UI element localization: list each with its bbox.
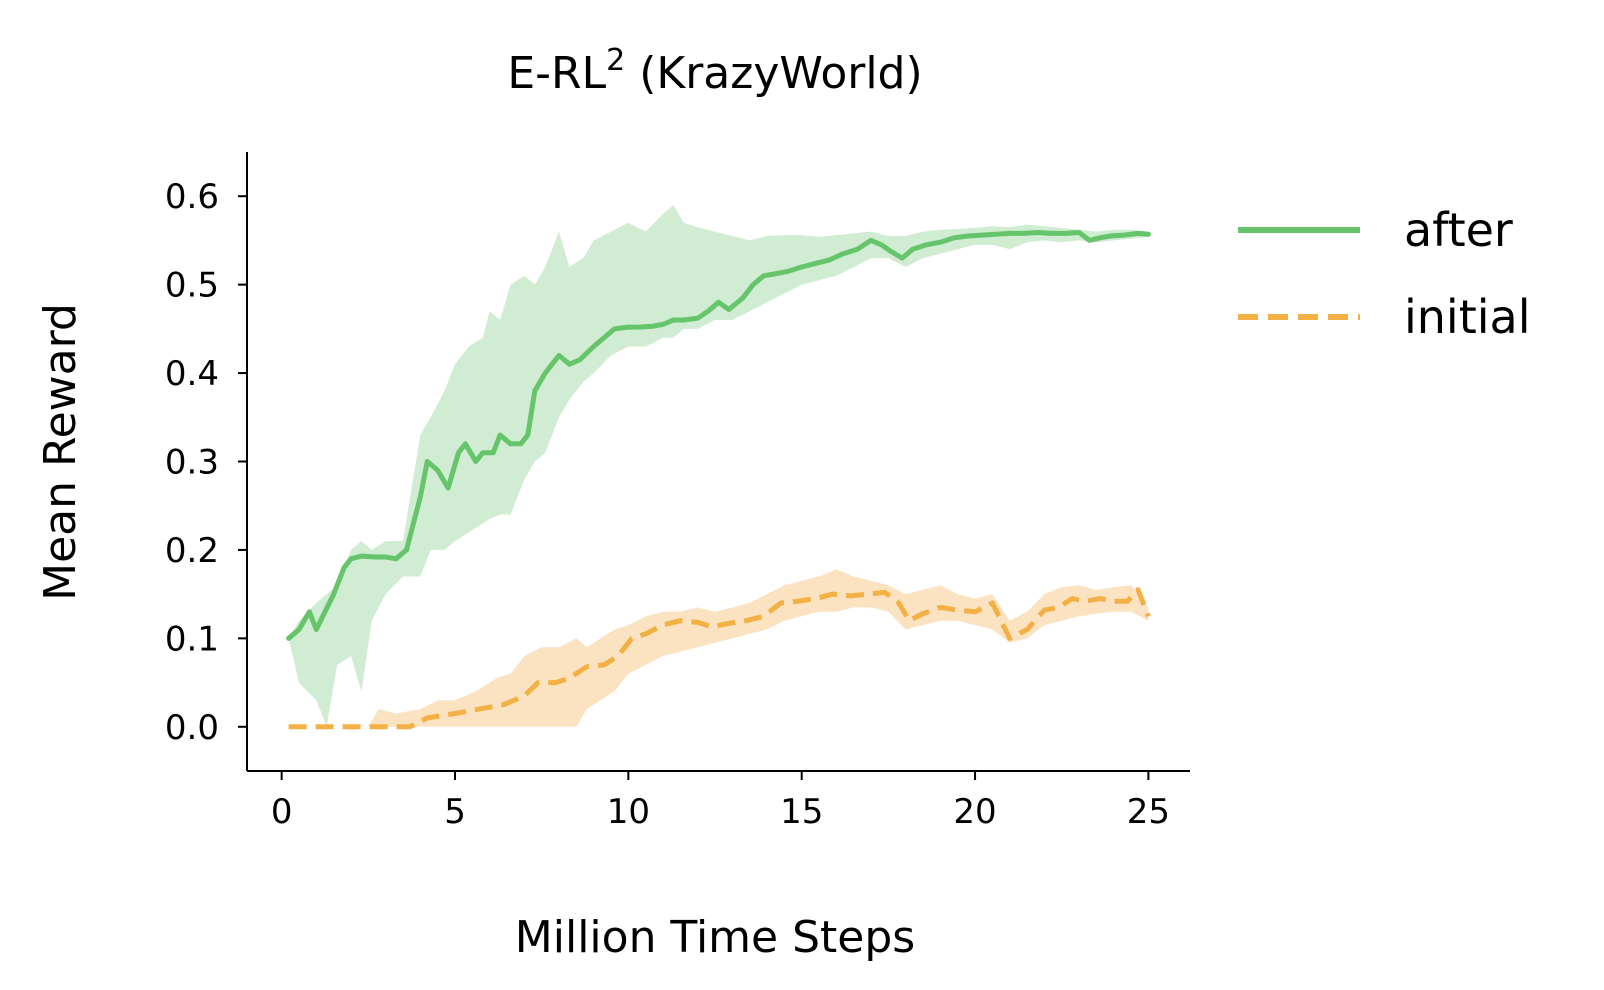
y-tick-label: 0.4: [165, 354, 219, 394]
confidence-bands: [288, 205, 1149, 727]
y-tick-label: 0.3: [165, 443, 219, 483]
y-tick-label: 0.5: [165, 266, 219, 306]
legend-label-after: after: [1404, 203, 1513, 257]
y-tick-label: 0.1: [165, 619, 219, 659]
y-axis-label: Mean Reward: [35, 303, 86, 601]
x-tick-label: 0: [271, 792, 293, 832]
chart-title-suffix: (KrazyWorld): [625, 48, 922, 99]
x-tick-label: 20: [953, 792, 996, 832]
chart-title: E-RL2 (KrazyWorld): [507, 43, 922, 99]
x-axis-label: Million Time Steps: [515, 912, 915, 963]
legend: after initial: [1238, 203, 1531, 344]
y-tick-label: 0.2: [165, 531, 219, 571]
y-tick-label: 0.0: [165, 708, 219, 748]
x-tick-label: 10: [607, 792, 650, 832]
legend-label-initial: initial: [1404, 290, 1531, 344]
line-after: [286, 230, 1151, 641]
x-axis-ticks: 0 5 10 15 20 25: [271, 771, 1170, 832]
x-tick-label: 5: [444, 792, 466, 832]
chart-title-main: E-RL: [507, 48, 606, 99]
line-initial: [288, 587, 1151, 730]
x-tick-label: 15: [780, 792, 823, 832]
band-initial: [288, 569, 1149, 727]
series-lines: [286, 230, 1151, 730]
y-axis-ticks: 0.0 0.1 0.2 0.3 0.4 0.5 0.6: [165, 177, 247, 748]
x-tick-label: 25: [1127, 792, 1170, 832]
y-tick-label: 0.6: [165, 177, 219, 217]
chart-title-superscript: 2: [606, 43, 625, 78]
band-after: [288, 205, 1149, 727]
